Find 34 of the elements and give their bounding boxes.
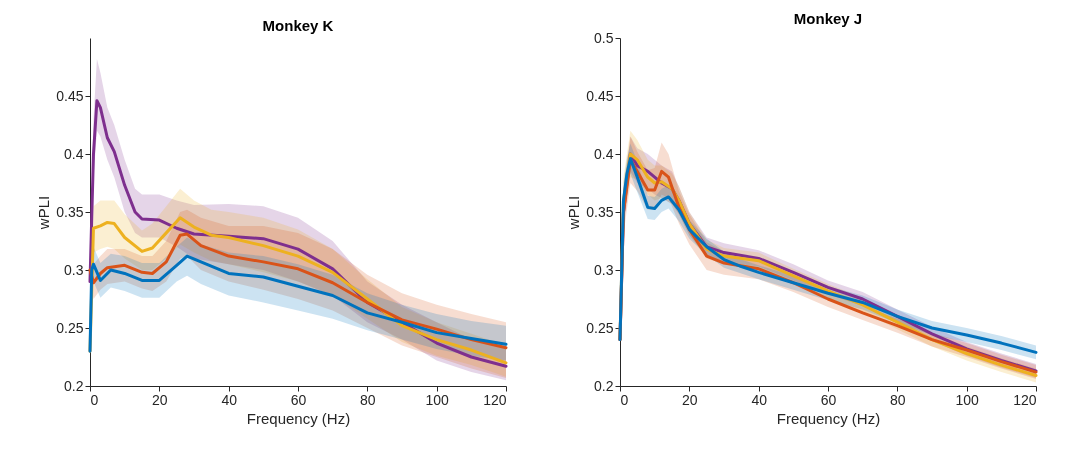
y-tick-label: 0.3 xyxy=(64,261,84,278)
x-tick-label: 80 xyxy=(360,391,376,408)
x-tick-label: 60 xyxy=(290,391,307,408)
y-axis-title: wPLI xyxy=(565,195,583,231)
y-tick-label: 0.25 xyxy=(56,319,84,336)
chart-title: Monkey J xyxy=(793,10,863,27)
y-tick-label: 0.35 xyxy=(56,203,84,220)
y-tick-label: 0.2 xyxy=(64,377,84,394)
y-tick-label: 0.45 xyxy=(586,87,614,104)
x-tick-label: 0 xyxy=(620,391,629,408)
x-tick-label: 0 xyxy=(90,391,99,408)
y-tick-label: 0.35 xyxy=(586,203,614,220)
x-tick-label: 80 xyxy=(890,391,906,408)
x-tick-label: 120 xyxy=(483,391,507,408)
chart-title: Monkey K xyxy=(262,17,334,34)
x-tick-label: 40 xyxy=(221,391,238,408)
x-tick-label: 120 xyxy=(1013,391,1037,408)
y-tick-label: 0.3 xyxy=(594,261,614,278)
x-axis-title: Frequency (Hz) xyxy=(246,409,351,427)
x-tick-label: 100 xyxy=(425,391,450,408)
y-axis-title: wPLI xyxy=(35,195,53,231)
x-axis-title: Frequency (Hz) xyxy=(776,409,881,427)
y-tick-label: 0.45 xyxy=(56,87,84,104)
y-tick-label: 0.5 xyxy=(594,29,614,46)
line-series xyxy=(88,254,508,353)
x-tick-label: 40 xyxy=(751,391,768,408)
y-tick-label: 0.2 xyxy=(594,377,614,394)
x-tick-label: 100 xyxy=(955,391,980,408)
y-tick-label: 0.25 xyxy=(586,319,614,336)
x-tick-label: 60 xyxy=(820,391,837,408)
x-tick-label: 20 xyxy=(152,391,168,408)
y-tick-label: 0.4 xyxy=(64,145,84,162)
y-tick-label: 0.4 xyxy=(594,145,614,162)
x-tick-label: 20 xyxy=(682,391,698,408)
